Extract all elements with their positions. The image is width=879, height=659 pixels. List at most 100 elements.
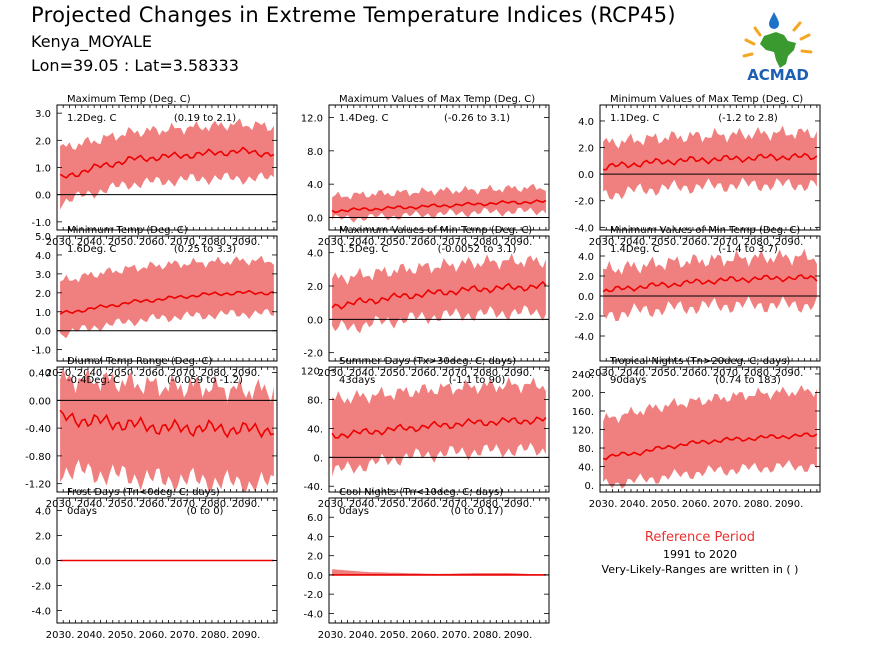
chart-title: Diurnal Temp Range (Deg. C) xyxy=(67,356,212,367)
change-value: 0days xyxy=(339,506,369,517)
likely-range: (0.19 to 2.1) xyxy=(174,113,236,124)
x-tick-label: 2090. xyxy=(504,630,533,641)
x-tick-label: 2030. xyxy=(589,237,618,248)
range-band xyxy=(603,385,817,489)
change-value: 43days xyxy=(339,375,375,386)
y-tick-label: 0.0 xyxy=(35,191,51,202)
x-tick-label: 2050. xyxy=(380,368,409,379)
x-tick-label: 2090. xyxy=(504,368,533,379)
likely-range: (-0.059 to -1.2) xyxy=(167,375,243,386)
y-tick-label: 0.0 xyxy=(578,170,594,181)
x-tick-label: 2040. xyxy=(77,630,106,641)
y-tick-label: -4.0 xyxy=(574,332,594,343)
chart-title: Minimum Temp (Deg. C) xyxy=(67,225,188,236)
x-tick-label: 2090. xyxy=(775,237,804,248)
x-tick-label: 2060. xyxy=(411,630,440,641)
range-band xyxy=(603,248,817,322)
x-tick-label: 2050. xyxy=(108,630,137,641)
x-tick-label: 2030. xyxy=(589,368,618,379)
likely-range: (-1.1 to 90) xyxy=(449,375,506,386)
reference-period-title: Reference Period xyxy=(644,530,756,545)
x-tick-label: 2030. xyxy=(46,630,75,641)
x-tick-label: 2080. xyxy=(744,237,773,248)
range-band xyxy=(60,118,274,210)
x-tick-label: 2030. xyxy=(318,499,347,510)
x-tick-label: 2040. xyxy=(620,368,649,379)
x-tick-label: 2040. xyxy=(349,237,378,248)
y-tick-label: 2.0 xyxy=(307,552,323,563)
y-tick-label: 1.0 xyxy=(35,164,51,175)
plot-frame xyxy=(328,104,550,231)
change-value: -0.4Deg. C xyxy=(67,375,120,386)
change-value: 0days xyxy=(67,506,97,517)
x-tick-label: 2040. xyxy=(349,368,378,379)
x-tick-label: 2060. xyxy=(139,237,168,248)
range-band xyxy=(60,367,274,492)
x-tick-label: 2080. xyxy=(744,368,773,379)
median-line xyxy=(59,146,275,179)
x-tick-label: 2060. xyxy=(411,237,440,248)
y-tick-label: 0.0 xyxy=(578,292,594,303)
likely-range: (-0.26 to 3.1) xyxy=(444,113,510,124)
ranges-note: Very-Likely-Ranges are written in ( ) xyxy=(601,563,799,576)
change-value: 1.5Deg. C xyxy=(339,244,388,255)
x-tick-label: 2070. xyxy=(442,630,471,641)
y-tick-label: -2.0 xyxy=(303,590,323,601)
x-tick-label: 2030. xyxy=(46,499,75,510)
x-tick-label: 2050. xyxy=(380,237,409,248)
x-tick-label: 2060. xyxy=(682,368,711,379)
change-value: 1.1Deg. C xyxy=(610,113,659,124)
y-tick-label: -40. xyxy=(303,482,323,493)
x-tick-label: 2050. xyxy=(380,499,409,510)
x-tick-label: 2090. xyxy=(232,630,261,641)
x-tick-label: 2060. xyxy=(139,630,168,641)
x-tick-label: 2030. xyxy=(46,237,75,248)
y-tick-label: 4.0 xyxy=(35,507,51,518)
y-tick-label: 2.0 xyxy=(35,532,51,543)
chart-panel: 2030. 2040. 2050. 2060. 2070. 2080. 2090.-4.0-… xyxy=(574,94,821,248)
median-line xyxy=(59,409,275,439)
y-tick-label: 0. xyxy=(313,453,323,464)
likely-range: (0.25 to 3.3) xyxy=(174,244,236,255)
plot-frame xyxy=(56,366,278,493)
y-tick-label: -2.0 xyxy=(303,349,323,360)
y-tick-label: 2.0 xyxy=(35,289,51,300)
x-tick-label: 2070. xyxy=(170,630,199,641)
y-tick-label: 5.0 xyxy=(35,232,51,243)
y-tick-label: 1.0 xyxy=(35,308,51,319)
median-line xyxy=(331,199,547,214)
chart-panel: 2030. 2040. 2050. 2060. 2070. 2080. 2090.-1.20… xyxy=(25,356,278,510)
chart-title: Minimum Values of Max Temp (Deg. C) xyxy=(610,94,803,105)
y-tick-label: 120. xyxy=(301,367,323,378)
likely-range: (0 to 0.17) xyxy=(451,506,504,517)
range-band xyxy=(332,183,546,223)
median-line xyxy=(331,416,547,439)
x-tick-label: 2080. xyxy=(201,630,230,641)
y-tick-label: 6.0 xyxy=(307,513,323,524)
x-tick-label: 2090. xyxy=(775,368,804,379)
x-tick-label: 2070. xyxy=(442,237,471,248)
x-tick-label: 2060. xyxy=(411,499,440,510)
chart-title: Cool Nights (Tn<10deg. C; days) xyxy=(339,487,503,498)
x-tick-label: 2040. xyxy=(77,499,106,510)
x-tick-label: 2030. xyxy=(318,237,347,248)
plot-frame xyxy=(328,235,550,362)
x-tick-label: 2040. xyxy=(349,499,378,510)
y-tick-label: -0.80 xyxy=(25,452,51,463)
y-tick-label: 2.0 xyxy=(578,272,594,283)
x-tick-label: 2040. xyxy=(77,237,106,248)
x-tick-label: 2030. xyxy=(589,499,618,510)
y-tick-label: 4.0 xyxy=(578,252,594,263)
y-tick-label: 3.0 xyxy=(35,270,51,281)
median-line xyxy=(603,152,818,171)
y-tick-label: -4.0 xyxy=(31,607,51,618)
chart-panel: 2030. 2040. 2050. 2060. 2070. 2080. 2090.-4.0-… xyxy=(31,487,278,641)
y-tick-label: 4.0 xyxy=(307,532,323,543)
chart-title: Tropical Nights (Tn>20deg. C; days) xyxy=(609,356,790,367)
chart-title: Maximum Temp (Deg. C) xyxy=(67,94,191,105)
x-tick-label: 2040. xyxy=(620,237,649,248)
location-label: Kenya_MOYALE xyxy=(31,32,152,51)
chart-panel: 2030. 2040. 2050. 2060. 2070. 2080. 2090.-1.00… xyxy=(31,225,278,379)
median-line xyxy=(602,274,818,293)
